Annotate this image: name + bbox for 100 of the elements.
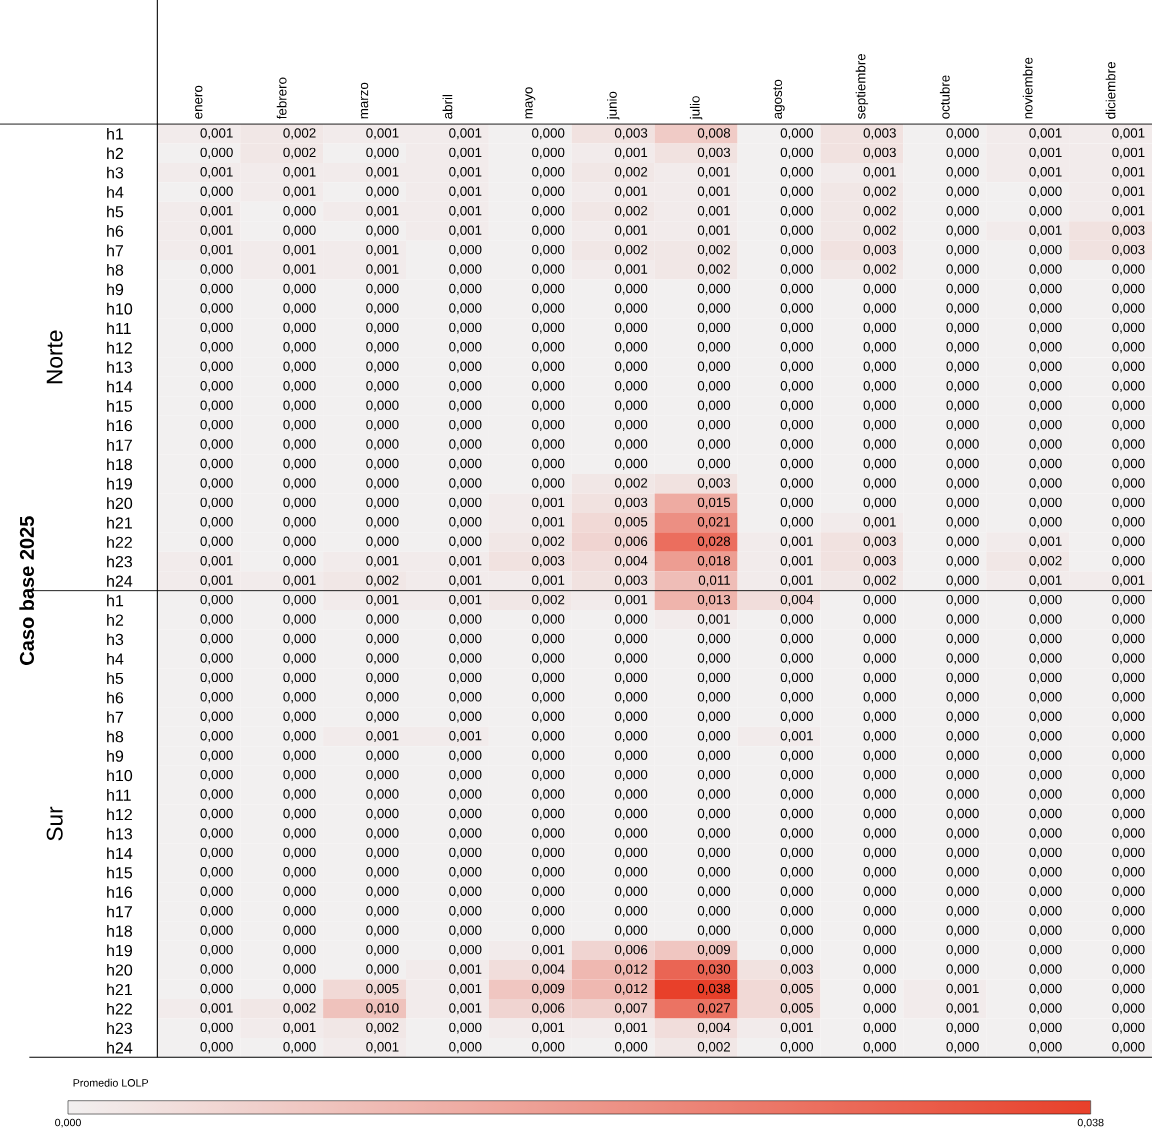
data-label: 0,000 — [1112, 342, 1145, 354]
data-label: 0,030 — [697, 964, 731, 976]
color-bar-title: Promedio LOLP — [73, 1078, 149, 1087]
data-label: 0,001 — [780, 536, 813, 548]
y-tick-label: h22 — [107, 536, 132, 548]
y-tick-label: h12 — [107, 808, 132, 821]
data-label: 0,000 — [946, 186, 979, 198]
data-label: 0,002 — [863, 205, 896, 218]
data-label: 0,001 — [449, 205, 482, 218]
data-label: 0,000 — [200, 653, 233, 665]
data-label: 0,000 — [283, 594, 316, 606]
data-label: 0,011 — [698, 575, 731, 587]
data-label: 0,018 — [697, 555, 731, 568]
data-label: 0,000 — [532, 750, 565, 762]
data-label: 0,000 — [863, 380, 896, 393]
data-label: 0,000 — [449, 886, 482, 898]
data-label: 0,000 — [283, 886, 316, 898]
data-label: 0,000 — [366, 478, 399, 490]
data-label: 0,000 — [863, 322, 896, 334]
data-label: 0,000 — [697, 342, 731, 354]
data-label: 0,000 — [366, 789, 399, 801]
data-label: 0,000 — [946, 439, 979, 451]
data-label: 0,000 — [366, 361, 399, 373]
y-tick-label: h5 — [107, 672, 124, 685]
data-label: 0,000 — [449, 517, 482, 529]
color-bar-label: 0,038 — [1077, 1118, 1104, 1128]
data-label: 0,000 — [780, 458, 814, 470]
data-label: 0,000 — [946, 633, 979, 645]
data-label: 0,028 — [697, 536, 731, 548]
data-label: 0,000 — [283, 867, 316, 879]
data-label: 0,000 — [200, 594, 233, 606]
data-label: 0,000 — [1029, 205, 1062, 218]
data-label: 0,001 — [614, 225, 648, 237]
data-label: 0,003 — [1112, 244, 1145, 256]
x-tick-label: noviembre — [1022, 57, 1033, 119]
y-tick-label: h10 — [107, 769, 133, 782]
data-label: 0,000 — [200, 925, 233, 937]
data-label: 0,000 — [532, 283, 565, 295]
data-label: 0,009 — [532, 983, 565, 995]
data-label: 0,000 — [780, 225, 814, 237]
data-label: 0,000 — [697, 808, 731, 820]
data-label: 0,000 — [863, 1042, 896, 1054]
data-label: 0,002 — [614, 205, 648, 218]
data-label: 0,000 — [614, 439, 648, 451]
data-label: 0,000 — [366, 847, 399, 859]
data-label: 0,000 — [1112, 380, 1145, 393]
data-label: 0,000 — [1029, 283, 1062, 295]
data-label: 0,000 — [614, 828, 648, 840]
data-label: 0,000 — [1112, 361, 1145, 373]
data-label: 0,000 — [366, 419, 399, 431]
data-label: 0,000 — [780, 439, 814, 451]
data-label: 0,000 — [366, 828, 399, 840]
y-tick-label: h11 — [107, 789, 131, 801]
data-label: 0,000 — [614, 283, 648, 295]
data-label: 0,000 — [366, 614, 399, 626]
data-label: 0,000 — [1029, 1042, 1062, 1054]
data-label: 0,000 — [1112, 653, 1145, 665]
data-label: 0,000 — [780, 128, 814, 140]
data-label: 0,000 — [1112, 614, 1145, 626]
y-tick-label: h7 — [107, 244, 124, 257]
data-label: 0,000 — [449, 361, 482, 373]
data-label: 0,000 — [780, 322, 814, 334]
data-label: 0,000 — [946, 672, 979, 684]
data-label: 0,000 — [366, 342, 399, 354]
data-label: 0,000 — [946, 400, 979, 412]
data-label: 0,000 — [200, 750, 233, 762]
data-label: 0,000 — [449, 536, 482, 548]
data-label: 0,000 — [946, 497, 979, 509]
data-label: 0,000 — [946, 478, 979, 490]
data-label: 0,000 — [283, 925, 316, 937]
data-label: 0,001 — [449, 730, 482, 743]
y-tick-label: h14 — [107, 380, 133, 393]
data-label: 0,001 — [780, 555, 813, 568]
y-tick-label: h10 — [107, 302, 133, 315]
data-label: 0,000 — [449, 614, 482, 626]
data-label: 0,000 — [449, 672, 482, 684]
data-label: 0,000 — [449, 808, 482, 820]
data-label: 0,000 — [1112, 303, 1145, 315]
data-label: 0,001 — [449, 575, 482, 587]
data-label: 0,001 — [1029, 225, 1062, 237]
data-label: 0,000 — [863, 750, 896, 762]
data-label: 0,000 — [946, 205, 979, 218]
x-tick-label: julio — [689, 96, 703, 120]
data-label: 0,000 — [449, 1042, 482, 1054]
data-label: 0,000 — [1112, 730, 1145, 743]
data-label: 0,000 — [1112, 1042, 1145, 1054]
data-label: 0,003 — [614, 575, 648, 587]
data-label: 0,001 — [1112, 186, 1145, 198]
y-tick-label: h3 — [107, 166, 124, 179]
data-label: 0,000 — [1029, 983, 1062, 995]
data-label: 0,000 — [1029, 711, 1062, 723]
data-label: 0,000 — [532, 905, 565, 918]
data-label: 0,000 — [366, 536, 399, 548]
x-tick-label: junio — [607, 91, 620, 120]
y-tick-label: h6 — [107, 691, 124, 704]
data-label: 0,002 — [614, 478, 648, 490]
data-label: 0,000 — [283, 828, 316, 840]
data-label: 0,000 — [532, 439, 565, 451]
data-label: 0,001 — [449, 964, 482, 976]
y-tick-label: h13 — [107, 827, 133, 840]
